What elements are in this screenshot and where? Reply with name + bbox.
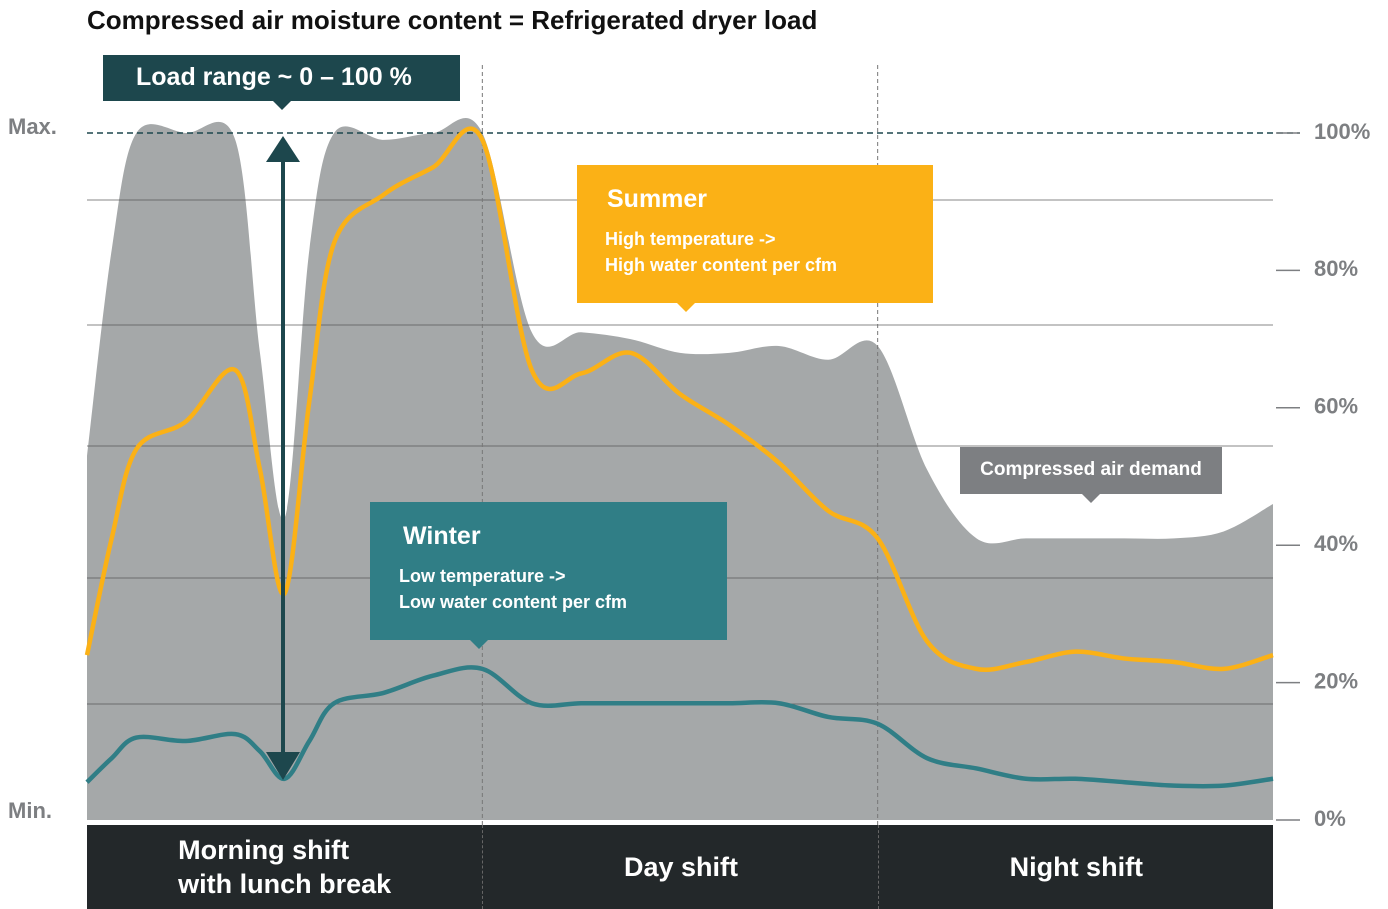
summer-title: Summer xyxy=(607,185,708,213)
line xyxy=(84,126,1274,672)
summer-box: Summer High temperature -> High water con… xyxy=(577,165,933,312)
y-tick-label: 80% xyxy=(1314,256,1358,281)
pointer xyxy=(273,101,291,110)
y-tick-label: 0% xyxy=(1314,806,1346,831)
shift-band: Morning shift with lunch break Day shift N… xyxy=(87,825,1273,909)
y-tick-label: 20% xyxy=(1314,668,1358,693)
pointer xyxy=(470,640,488,649)
winter-title: Winter xyxy=(403,522,481,550)
load-range-label: Load range ~ 0 – 100 % xyxy=(136,63,412,91)
y-tick-label: 100% xyxy=(1314,119,1370,144)
pointer xyxy=(677,303,695,312)
arrow-head xyxy=(266,752,300,780)
line xyxy=(85,665,1274,789)
y-tick-label: 40% xyxy=(1314,531,1358,556)
text-line: Low water content per cfm xyxy=(399,592,628,612)
text-line: High water content per cfm xyxy=(605,255,838,275)
min-label: Min. xyxy=(8,798,52,823)
chart-title: Compressed air moisture content = Refrig… xyxy=(87,5,817,35)
demand-box: Compressed air demand xyxy=(960,447,1222,503)
x-tick-label: Morning shift with lunch break xyxy=(178,835,392,899)
x-tick-label: Day shift xyxy=(482,825,878,909)
x-tick-label: Night shift xyxy=(877,825,1274,909)
y-tick-label: 60% xyxy=(1314,394,1358,419)
text-line: High temperature -> xyxy=(605,229,776,249)
load-range-box: Load range ~ 0 – 100 % xyxy=(103,55,460,110)
winter-box: Winter Low temperature -> Low water conte… xyxy=(370,502,727,649)
text-line: Low temperature -> xyxy=(399,566,566,586)
arrow-head xyxy=(266,136,300,162)
summer-text: High temperature -> High water content pe… xyxy=(605,226,933,278)
pointer xyxy=(1082,494,1100,503)
demand-label: Compressed air demand xyxy=(980,459,1202,480)
winter-text: Low temperature -> Low water content per … xyxy=(399,563,727,615)
max-label: Max. xyxy=(8,114,57,139)
area xyxy=(87,117,1273,820)
